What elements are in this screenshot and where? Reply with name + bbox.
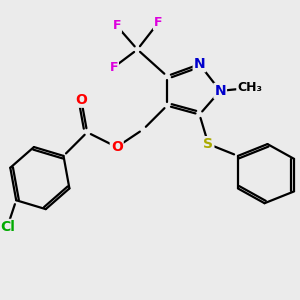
Text: O: O xyxy=(75,93,87,107)
Text: CH₃: CH₃ xyxy=(237,81,262,94)
Text: F: F xyxy=(154,16,162,29)
Text: F: F xyxy=(110,61,118,74)
Text: Cl: Cl xyxy=(0,220,15,234)
Text: N: N xyxy=(194,57,205,71)
Text: O: O xyxy=(111,140,123,154)
Text: N: N xyxy=(214,84,226,98)
Text: S: S xyxy=(203,137,213,151)
Text: F: F xyxy=(112,19,121,32)
